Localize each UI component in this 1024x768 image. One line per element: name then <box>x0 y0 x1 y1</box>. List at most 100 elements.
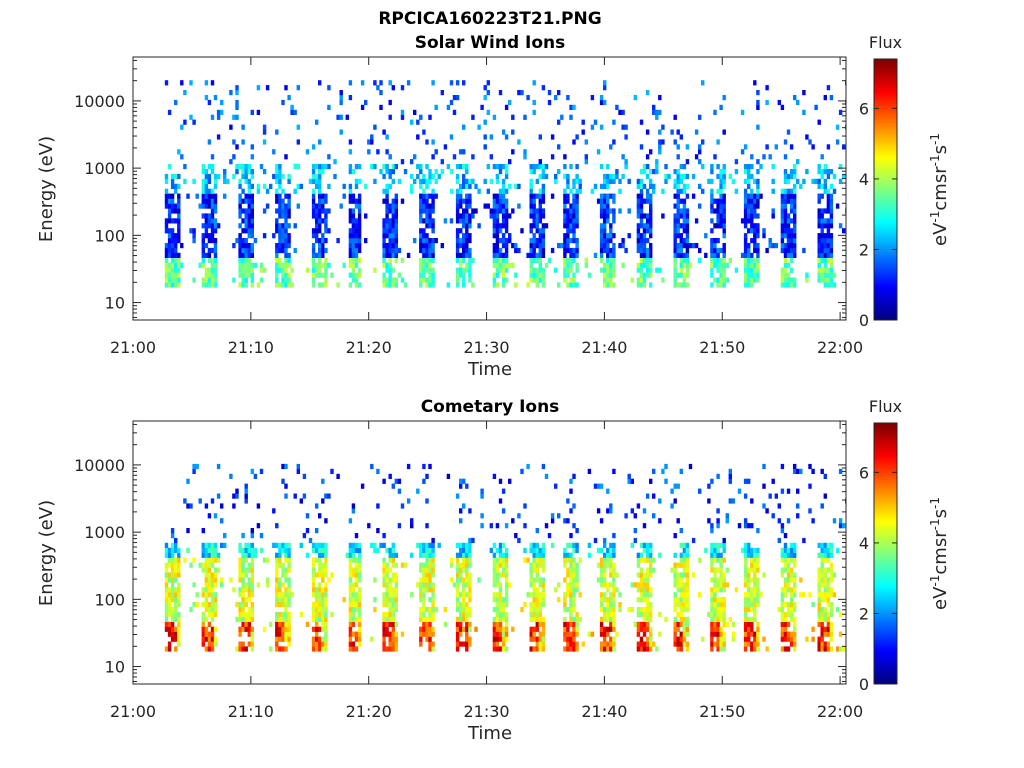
heatmap-cell <box>793 592 797 598</box>
heatmap-cell <box>639 277 644 283</box>
colorbar-swatch <box>874 152 897 156</box>
heatmap-cell <box>284 646 288 652</box>
heatmap-cell <box>201 641 205 647</box>
cometary-y-label: Energy (eV) <box>36 500 57 606</box>
heatmap-cell <box>823 587 827 593</box>
heatmap-cell <box>382 238 386 244</box>
heatmap-cell <box>373 178 377 184</box>
heatmap-cell <box>287 257 291 263</box>
heatmap-cell <box>820 626 824 632</box>
heatmap-cell <box>783 547 788 553</box>
heatmap-cell <box>281 238 285 244</box>
heatmap-cell <box>541 631 546 637</box>
heatmap-cell <box>780 611 785 618</box>
heatmap-cell <box>719 567 723 573</box>
heatmap-cell <box>348 257 353 263</box>
heatmap-cell <box>563 223 567 229</box>
heatmap-cell <box>382 223 386 229</box>
heatmap-cell <box>661 188 665 194</box>
heatmap-cell <box>495 178 500 184</box>
heatmap-cell <box>698 592 702 598</box>
heatmap-cell <box>716 646 720 652</box>
heatmap-cell <box>569 562 573 568</box>
heatmap-cell <box>459 243 463 249</box>
heatmap-cell <box>673 257 677 263</box>
heatmap-cell <box>535 228 539 234</box>
heatmap-cell <box>416 164 420 170</box>
heatmap-cell <box>532 198 536 204</box>
heatmap-cell <box>422 621 426 627</box>
heatmap-cell <box>394 223 398 229</box>
heatmap-cell <box>750 228 754 234</box>
heatmap-cell <box>747 218 751 224</box>
heatmap-cell <box>504 104 509 110</box>
heatmap-cell <box>636 198 641 204</box>
heatmap-cell <box>290 104 294 110</box>
heatmap-cell <box>177 223 181 229</box>
heatmap-cell <box>354 547 359 553</box>
heatmap-cell <box>750 577 754 583</box>
heatmap-cell <box>388 247 392 254</box>
heatmap-cell <box>783 228 788 234</box>
heatmap-cell <box>642 257 647 263</box>
heatmap-cell <box>318 252 322 258</box>
heatmap-cell <box>780 272 785 278</box>
heatmap-cell <box>670 567 674 573</box>
heatmap-cell <box>465 198 469 204</box>
heatmap-cell <box>673 636 677 642</box>
heatmap-cell <box>422 478 426 484</box>
heatmap-cell <box>811 626 815 632</box>
heatmap-cell <box>311 572 316 578</box>
heatmap-cell <box>630 277 634 283</box>
heatmap-cell <box>707 178 711 184</box>
heatmap-cell <box>504 577 509 583</box>
heatmap-cell <box>618 607 622 613</box>
heatmap-cell <box>357 198 362 204</box>
heatmap-cell <box>351 272 356 278</box>
colorbar-swatch <box>874 604 897 607</box>
heatmap-cell <box>676 582 680 588</box>
heatmap-cell <box>747 228 751 234</box>
heatmap-cell <box>786 243 791 249</box>
heatmap-cell <box>204 577 209 583</box>
heatmap-cell <box>471 114 475 120</box>
heatmap-cell <box>207 164 212 170</box>
colorbar-swatch <box>874 473 897 477</box>
heatmap-cell <box>250 611 254 618</box>
heatmap-cell <box>575 193 579 199</box>
heatmap-cell <box>676 272 680 278</box>
heatmap-cell <box>207 139 212 145</box>
heatmap-cell <box>544 473 549 479</box>
heatmap-cell <box>305 528 310 534</box>
heatmap-cell <box>247 587 251 593</box>
heatmap-cell <box>348 272 353 278</box>
heatmap-cell <box>174 173 178 180</box>
heatmap-cell <box>606 602 610 608</box>
heatmap-cell <box>431 193 435 199</box>
heatmap-cell <box>756 587 760 593</box>
heatmap-cell <box>609 616 613 622</box>
heatmap-cell <box>468 247 472 254</box>
heatmap-cell <box>756 582 760 588</box>
heatmap-cell <box>164 267 169 273</box>
heatmap-cell <box>661 139 665 145</box>
heatmap-cell <box>719 616 723 622</box>
heatmap-cell <box>719 582 723 588</box>
heatmap-cell <box>820 183 824 189</box>
heatmap-cell <box>250 577 254 583</box>
heatmap-cell <box>535 223 539 229</box>
heatmap-cell <box>802 592 806 598</box>
heatmap-cell <box>164 203 169 209</box>
heatmap-cell <box>805 636 809 642</box>
heatmap-cell <box>207 646 212 652</box>
heatmap-cell <box>207 513 212 519</box>
heatmap-cell <box>269 646 273 652</box>
heatmap-cell <box>348 247 353 254</box>
heatmap-cell <box>174 233 178 239</box>
heatmap-cell <box>177 203 181 209</box>
heatmap-cell <box>354 616 359 622</box>
heatmap-cell <box>609 267 613 273</box>
heatmap-cell <box>710 602 714 608</box>
heatmap-cell <box>250 272 254 278</box>
heatmap-cell <box>694 218 699 224</box>
